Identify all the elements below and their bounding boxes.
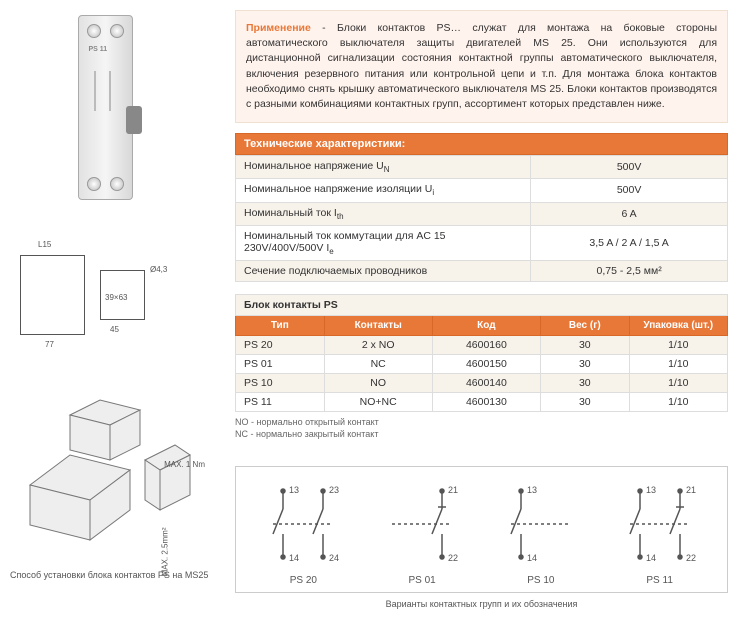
svg-text:23: 23 [329, 485, 339, 495]
description-text: Блоки контактов PS… служат для монтажа н… [246, 22, 717, 110]
block-cell: 4600160 [432, 335, 540, 354]
block-cell: 2 x NO [324, 335, 432, 354]
block-cell: 30 [541, 354, 630, 373]
specs-table: Номинальное напряжение UN500VНоминальное… [235, 155, 728, 281]
svg-text:22: 22 [448, 553, 458, 563]
block-cell: PS 01 [236, 354, 325, 373]
spec-label: Сечение подключаемых проводников [236, 260, 531, 281]
variant-label: PS 20 [258, 575, 348, 586]
variant-label: PS 11 [615, 575, 705, 586]
block-cell: PS 11 [236, 392, 325, 411]
installation-drawing: MAX. 1 Nm MAX. 2.5mm² [10, 385, 210, 565]
block-cell: 1/10 [629, 354, 727, 373]
block-cell: NO+NC [324, 392, 432, 411]
spec-value: 500V [531, 179, 728, 202]
svg-text:13: 13 [289, 485, 299, 495]
svg-text:14: 14 [289, 553, 299, 563]
variant-label: PS 10 [496, 575, 586, 586]
block-cell: NO [324, 373, 432, 392]
svg-text:24: 24 [329, 553, 339, 563]
block-col-header: Тип [236, 315, 325, 335]
block-col-header: Вес (г) [541, 315, 630, 335]
block-cell: PS 20 [236, 335, 325, 354]
svg-text:13: 13 [527, 485, 537, 495]
variant-label: PS 01 [377, 575, 467, 586]
spec-label: Номинальное напряжение изоляции Ui [236, 179, 531, 202]
block-cell: 4600130 [432, 392, 540, 411]
block-cell: 1/10 [629, 335, 727, 354]
variant-ps10: 13 14 PS 10 [496, 479, 586, 586]
variant-ps20: 13 14 23 24 PS 20 [258, 479, 348, 586]
variant-ps01: 21 22 PS 01 [377, 479, 467, 586]
block-cell: 1/10 [629, 392, 727, 411]
product-photo: PS 11 [48, 15, 178, 220]
spec-value: 500V [531, 156, 728, 179]
block-cell: PS 10 [236, 373, 325, 392]
svg-text:13: 13 [646, 485, 656, 495]
spec-label: Номинальный ток Ith [236, 202, 531, 225]
block-cell: 4600150 [432, 354, 540, 373]
svg-text:21: 21 [448, 485, 458, 495]
svg-text:22: 22 [686, 553, 696, 563]
variants-caption: Варианты контактных групп и их обозначен… [235, 599, 728, 609]
variants-box: 13 14 23 24 PS 20 21 22 PS 01 13 14 PS 10 13 14 21 22 P… [235, 466, 728, 593]
block-cell: 30 [541, 392, 630, 411]
svg-text:14: 14 [646, 553, 656, 563]
block-cell: NC [324, 354, 432, 373]
block-col-header: Код [432, 315, 540, 335]
spec-value: 6 A [531, 202, 728, 225]
block-col-header: Упаковка (шт.) [629, 315, 727, 335]
spec-label: Номинальный ток коммутации для AC 15 230… [236, 225, 531, 260]
spec-value: 3,5 A / 2 A / 1,5 A [531, 225, 728, 260]
block-cell: 30 [541, 335, 630, 354]
right-column: Применение - Блоки контактов PS… служат … [225, 0, 743, 619]
block-title: Блок контакты PS [236, 294, 728, 315]
description-label: Применение [246, 22, 311, 34]
device-label: PS 11 [89, 46, 108, 53]
block-cell: 1/10 [629, 373, 727, 392]
spec-value: 0,75 - 2,5 мм² [531, 260, 728, 281]
dimension-drawing: L15 77 45 Ø4,3 39×63 [10, 235, 210, 365]
installation-caption: Способ установки блока контактов PS на M… [10, 570, 215, 580]
block-cell: 30 [541, 373, 630, 392]
svg-text:14: 14 [527, 553, 537, 563]
variant-ps11: 13 14 21 22 PS 11 [615, 479, 705, 586]
spec-label: Номинальное напряжение UN [236, 156, 531, 179]
description-box: Применение - Блоки контактов PS… служат … [235, 10, 728, 123]
svg-text:21: 21 [686, 485, 696, 495]
left-column: PS 11 L15 77 45 Ø4,3 39×63 [0, 0, 225, 619]
block-table: Блок контакты PS ТипКонтактыКодВес (г)Уп… [235, 294, 728, 412]
specs-header: Технические характеристики: [235, 133, 728, 155]
block-col-header: Контакты [324, 315, 432, 335]
block-cell: 4600140 [432, 373, 540, 392]
contact-notes: NO - нормально открытый контактNC - норм… [235, 416, 728, 441]
